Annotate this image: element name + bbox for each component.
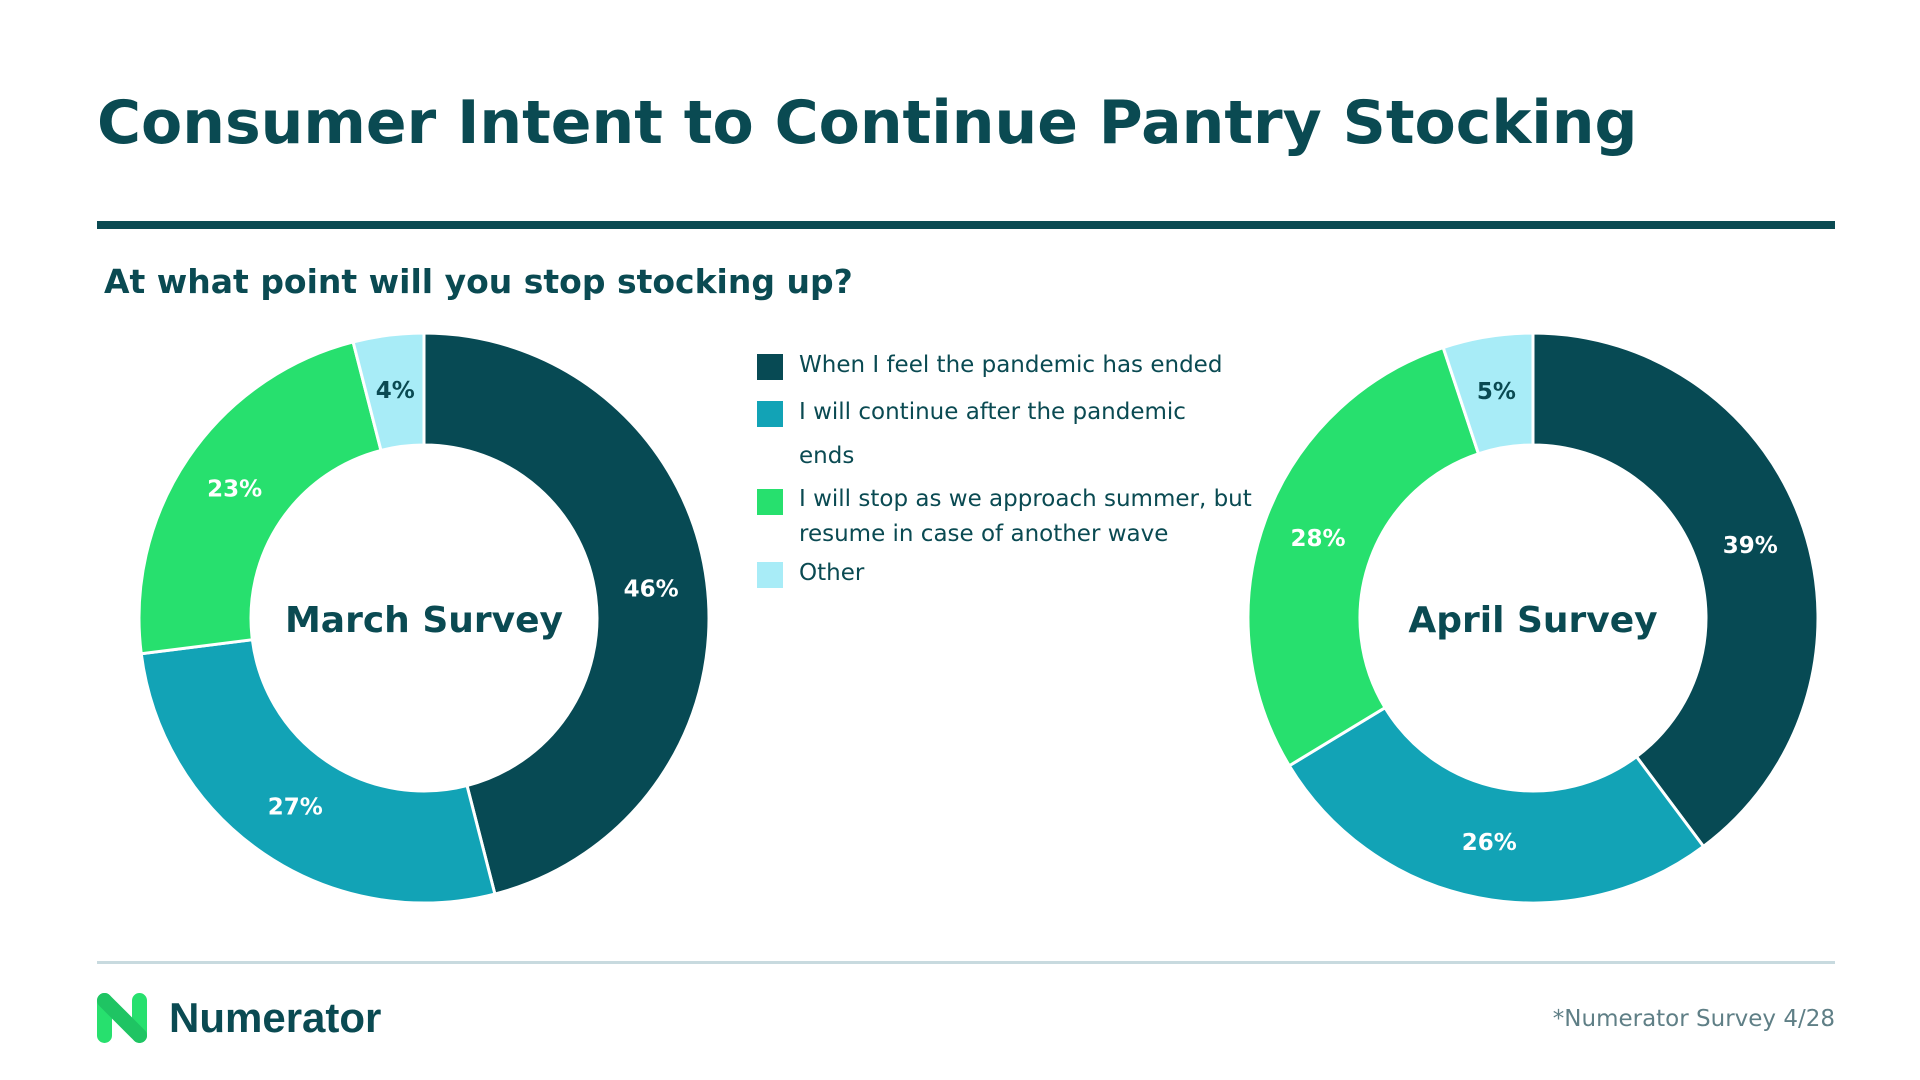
question-subtitle: At what point will you stop stocking up? bbox=[104, 262, 853, 301]
april-data-label-4: 5% bbox=[1477, 379, 1516, 405]
march-center-label: March Survey bbox=[285, 600, 563, 641]
legend-item-stop-summer: I will stop as we approach summer, but r… bbox=[757, 482, 1259, 552]
legend-item-pandemic-ended: When I feel the pandemic has ended bbox=[757, 348, 1257, 382]
march-donut-chart: 46% 27% 23% 4% March Survey bbox=[137, 331, 711, 905]
april-slice-1 bbox=[1531, 331, 1820, 849]
page-title: Consumer Intent to Continue Pantry Stock… bbox=[97, 88, 1638, 158]
legend-swatch bbox=[757, 354, 783, 380]
title-divider bbox=[97, 221, 1835, 229]
april-data-label-1: 39% bbox=[1723, 533, 1778, 559]
april-slice-3 bbox=[1246, 345, 1481, 768]
brand-name: Numerator bbox=[169, 994, 382, 1041]
march-data-label-2: 27% bbox=[268, 794, 323, 820]
march-slice-2 bbox=[139, 638, 497, 905]
legend-label: I will continue after the pandemic ends bbox=[799, 399, 1186, 469]
april-donut-chart: 39% 26% 28% 5% April Survey bbox=[1246, 331, 1820, 905]
legend-item-continue-after: I will continue after the pandemic ends bbox=[757, 390, 1199, 478]
footer-divider bbox=[97, 961, 1835, 964]
april-slice-2 bbox=[1287, 705, 1706, 905]
legend-swatch bbox=[757, 489, 783, 515]
numerator-logo: Numerator bbox=[97, 993, 381, 1043]
april-data-label-3: 28% bbox=[1291, 526, 1346, 552]
april-center-label: April Survey bbox=[1408, 600, 1657, 641]
march-slice-3 bbox=[137, 340, 383, 656]
legend-label: Other bbox=[799, 560, 865, 586]
legend-item-other: Other bbox=[757, 556, 1257, 590]
source-footnote: *Numerator Survey 4/28 bbox=[1552, 1006, 1835, 1032]
march-slice-1 bbox=[422, 331, 711, 896]
legend-label: I will stop as we approach summer, but r… bbox=[799, 486, 1252, 547]
march-data-label-1: 46% bbox=[624, 576, 679, 602]
legend-swatch bbox=[757, 562, 783, 588]
legend-swatch bbox=[757, 401, 783, 427]
legend-label: When I feel the pandemic has ended bbox=[799, 352, 1223, 378]
april-data-label-2: 26% bbox=[1462, 830, 1517, 856]
numerator-logo-icon bbox=[97, 993, 147, 1043]
march-data-label-3: 23% bbox=[207, 476, 262, 502]
march-data-label-4: 4% bbox=[376, 378, 415, 404]
march-slice-4 bbox=[351, 331, 426, 453]
chart-legend: When I feel the pandemic has ended I wil… bbox=[757, 348, 1257, 590]
april-slice-4 bbox=[1441, 331, 1535, 456]
